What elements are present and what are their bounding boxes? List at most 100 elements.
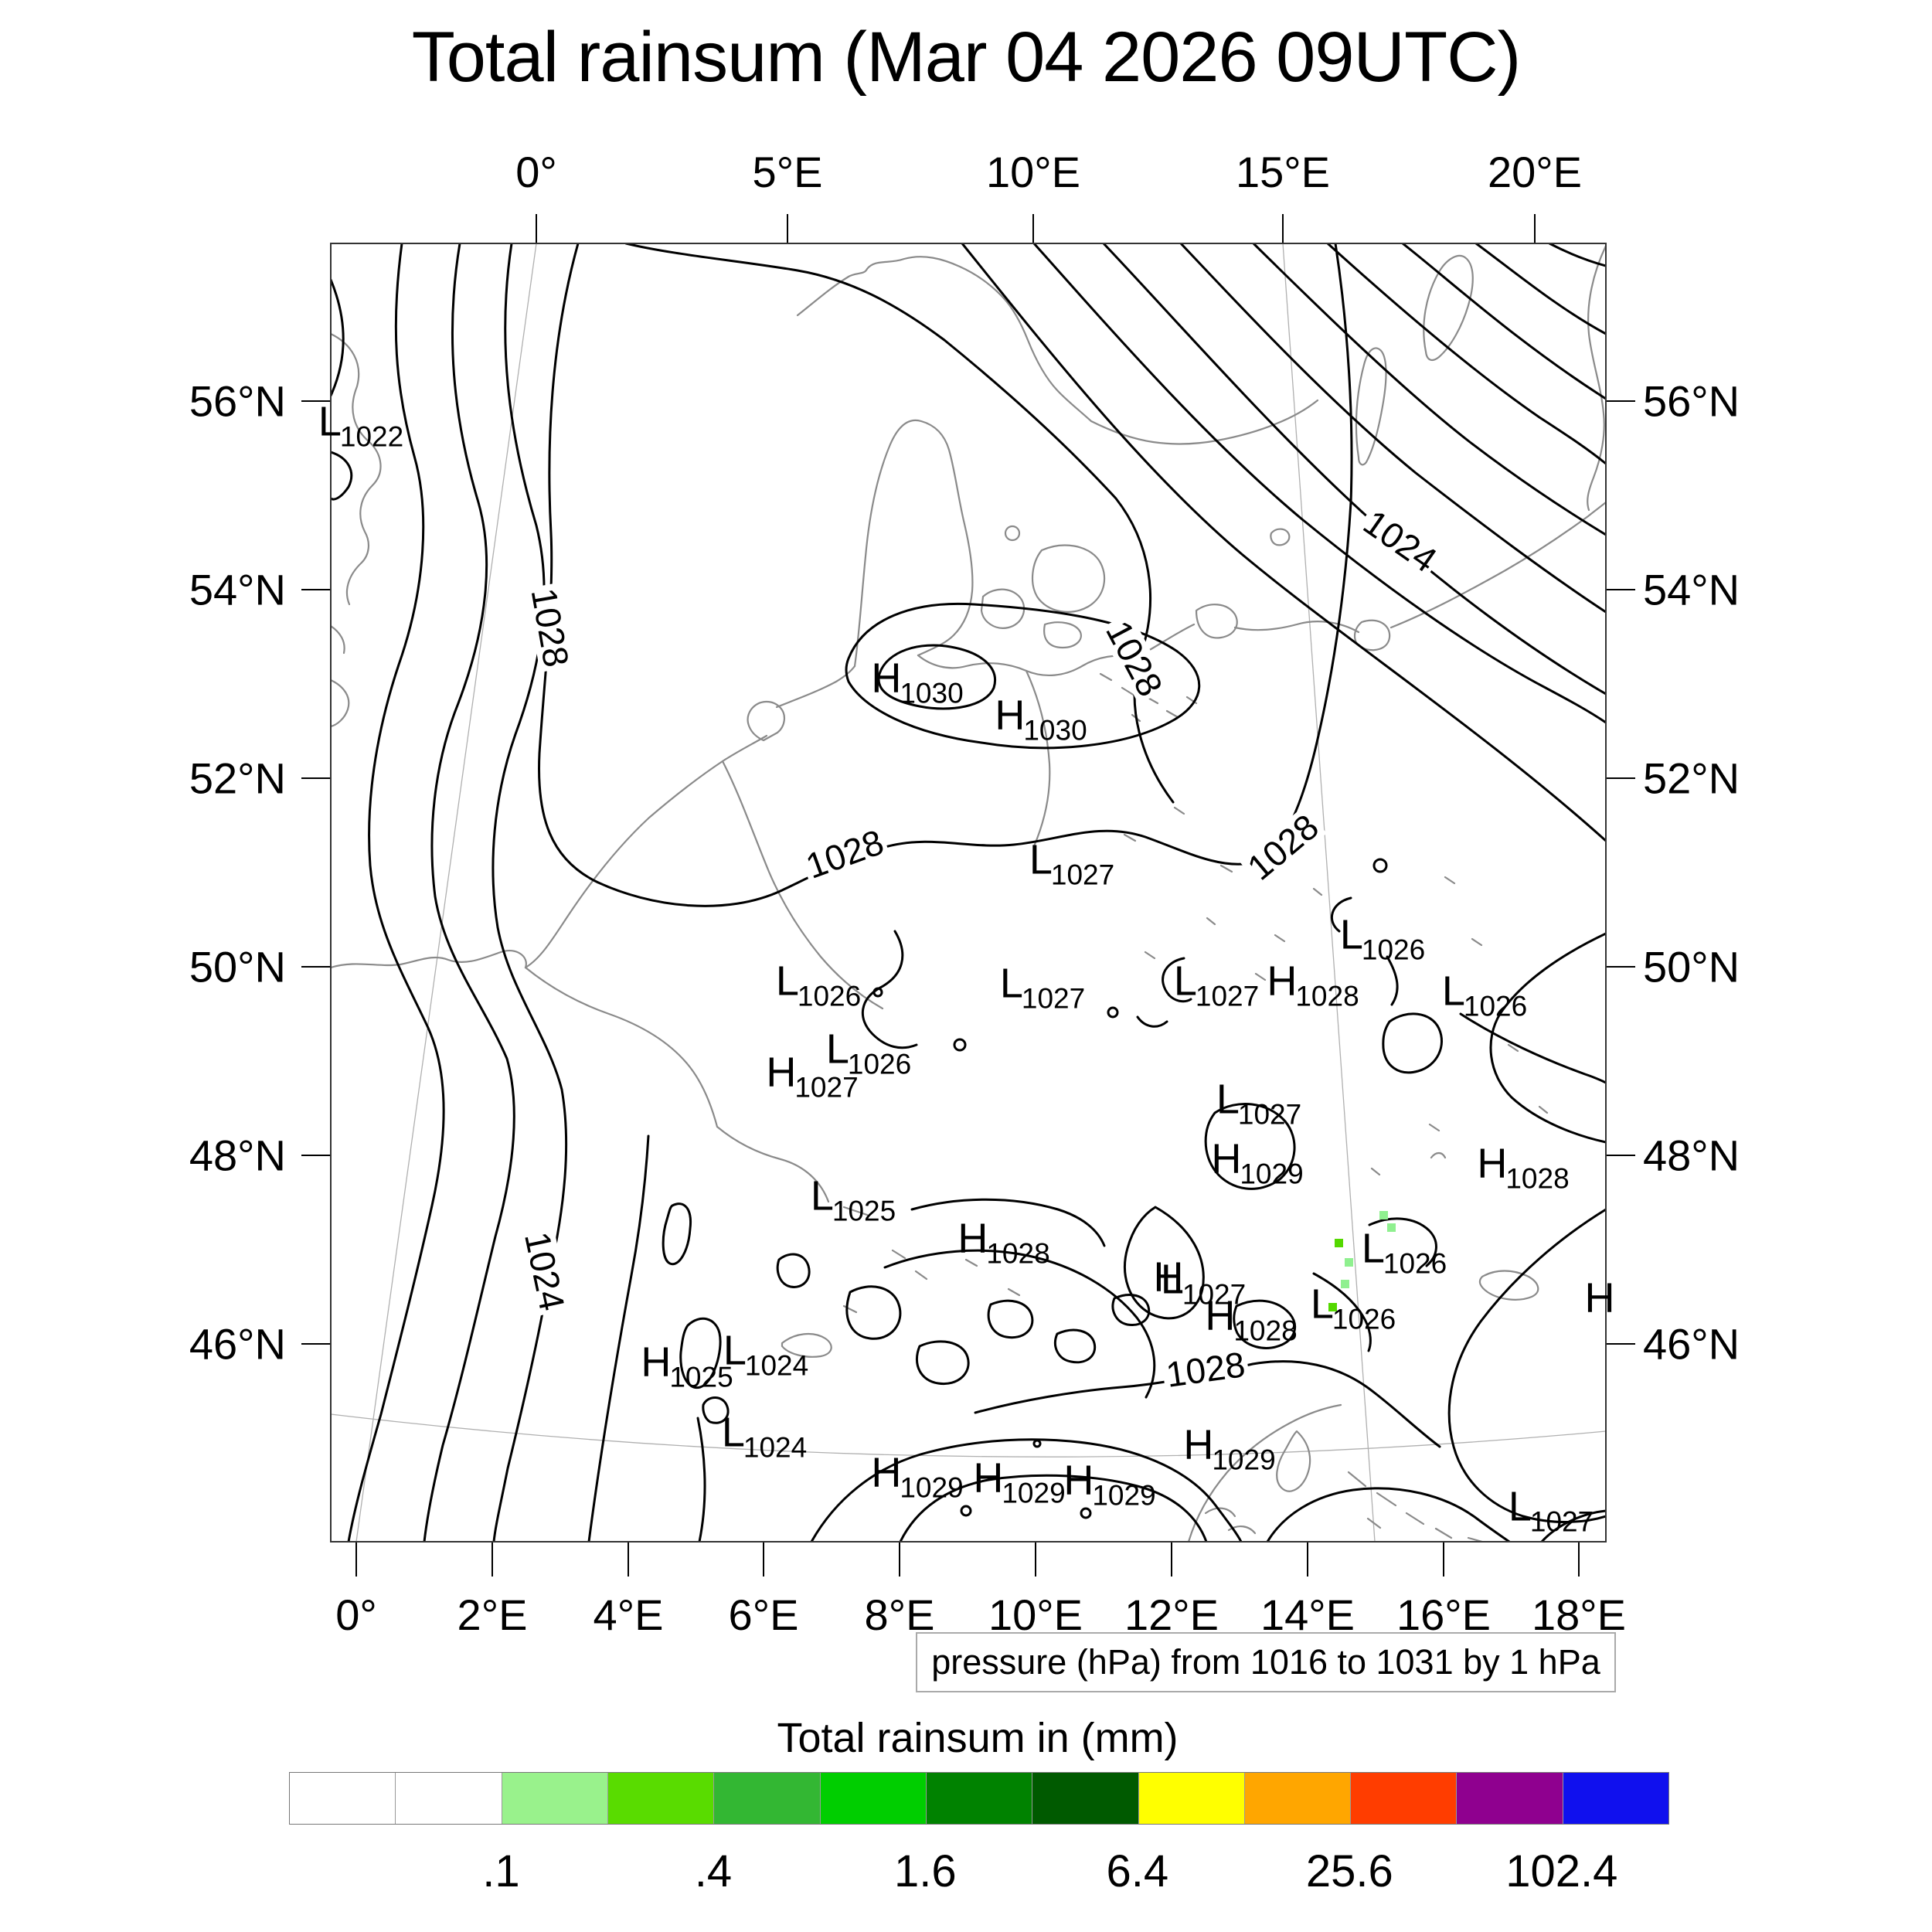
pressure-center-l: L1025 bbox=[811, 1175, 897, 1225]
coastline-layer bbox=[331, 244, 1606, 1542]
pressure-center-l: L1027 bbox=[1508, 1483, 1595, 1536]
colorbar-cell bbox=[1138, 1773, 1245, 1824]
pressure-center-l: L1027 bbox=[1000, 962, 1087, 1012]
pressure-center-h: H1029 bbox=[973, 1457, 1066, 1507]
pressure-center-letter: L bbox=[1160, 1256, 1184, 1303]
colorbar bbox=[289, 1772, 1669, 1825]
pressure-center-l: L1027 bbox=[1173, 957, 1260, 1010]
pressure-center-letter: H bbox=[1477, 1140, 1508, 1187]
pressure-center-value: 1029 bbox=[1240, 1158, 1304, 1190]
pressure-center-letter: L bbox=[1029, 836, 1053, 883]
colorbar-tick-label: .1 bbox=[482, 1846, 520, 1896]
pressure-caption-text: pressure (hPa) from 1016 to 1031 by 1 hP… bbox=[931, 1642, 1600, 1682]
pressure-center-letter: H bbox=[871, 1449, 902, 1496]
pressure-center-letter: L bbox=[1216, 1076, 1240, 1123]
pressure-center-value: 1026 bbox=[797, 980, 862, 1012]
page-title: Total rainsum (Mar 04 2026 09UTC) bbox=[411, 18, 1521, 97]
axis-ticks bbox=[301, 214, 1635, 1577]
axis-label-bottom: 16°E bbox=[1396, 1590, 1492, 1639]
pressure-center-h: H1025 bbox=[641, 1341, 734, 1391]
rain-patch bbox=[1387, 1223, 1396, 1232]
pressure-center-value: 1025 bbox=[669, 1361, 733, 1393]
pressure-center-value: 1027 bbox=[1529, 1505, 1594, 1538]
pressure-center-letter: L bbox=[1441, 968, 1465, 1015]
pressure-center-value: 1024 bbox=[744, 1349, 809, 1382]
pressure-center-l: L1026 bbox=[826, 1028, 913, 1078]
pressure-center-letter: H bbox=[1211, 1135, 1242, 1182]
colorbar-cell bbox=[607, 1773, 715, 1824]
pressure-center-letter: H bbox=[995, 692, 1026, 739]
pressure-center-value: 1025 bbox=[832, 1195, 896, 1227]
pressure-center-l: L1022 bbox=[318, 398, 405, 451]
pressure-center-h: H1029 bbox=[1211, 1135, 1304, 1188]
graticule-lines bbox=[331, 243, 1606, 1542]
colorbar-cell bbox=[1563, 1773, 1669, 1824]
colorbar-cell bbox=[290, 1773, 396, 1824]
pressure-center-l: L1026 bbox=[1311, 1283, 1397, 1333]
axis-label-right: 56°N bbox=[1643, 376, 1740, 426]
pressure-center-letter: H bbox=[1205, 1292, 1236, 1339]
axis-label-bottom: 6°E bbox=[728, 1590, 799, 1639]
axis-label-left: 50°N bbox=[189, 942, 286, 992]
rain-patch bbox=[1345, 1258, 1353, 1267]
pressure-center-l: L1027 bbox=[1216, 1076, 1303, 1128]
pressure-center-value: 1029 bbox=[1002, 1477, 1066, 1509]
colorbar-tick-label: 6.4 bbox=[1106, 1846, 1169, 1896]
pressure-center-h: H1027 bbox=[766, 1051, 859, 1101]
pressure-center-value: 1030 bbox=[1023, 714, 1087, 747]
pressure-center-l: L1026 bbox=[776, 960, 862, 1010]
rain-patch bbox=[1341, 1280, 1349, 1288]
colorbar-tick-label: .4 bbox=[694, 1846, 733, 1896]
colorbar-cell bbox=[396, 1773, 502, 1824]
axis-label-bottom: 14°E bbox=[1260, 1590, 1355, 1639]
pressure-center-value: 1030 bbox=[900, 677, 964, 709]
axis-label-top: 5°E bbox=[752, 148, 823, 196]
axis-label-left: 46°N bbox=[189, 1319, 286, 1369]
pressure-center-l: L1027 bbox=[1029, 836, 1116, 889]
pressure-center-letter: L bbox=[721, 1409, 745, 1456]
pressure-center-letter: L bbox=[1173, 957, 1197, 1005]
colorbar-tick-label: 1.6 bbox=[894, 1846, 957, 1896]
pressure-center-h: H bbox=[1154, 1256, 1184, 1298]
pressure-center-value: 1027 bbox=[1021, 982, 1086, 1015]
pressure-center-letter: L bbox=[1508, 1483, 1532, 1530]
pressure-center-value: 1027 bbox=[1195, 980, 1260, 1012]
colorbar-tick-label: 102.4 bbox=[1505, 1846, 1618, 1896]
axis-label-top: 20°E bbox=[1487, 148, 1583, 196]
axis-label-top: 10°E bbox=[985, 148, 1081, 196]
rain-patch bbox=[1328, 1303, 1337, 1311]
pressure-center-value: 1029 bbox=[900, 1471, 964, 1504]
pressure-center-letter: H bbox=[1267, 957, 1298, 1005]
pressure-center-value: 1029 bbox=[1212, 1444, 1276, 1476]
pressure-center-value: 1029 bbox=[1092, 1479, 1156, 1512]
pressure-center-letter: L bbox=[1339, 911, 1363, 958]
pressure-center-value: 1027 bbox=[794, 1071, 859, 1104]
rain-patch bbox=[1335, 1239, 1343, 1247]
pressure-center-h: H1030 bbox=[995, 692, 1088, 744]
axis-label-left: 54°N bbox=[189, 565, 286, 614]
colorbar-cell bbox=[502, 1773, 608, 1824]
colorbar-cell bbox=[820, 1773, 927, 1824]
pressure-center-l: L1026 bbox=[1361, 1225, 1448, 1277]
pressure-center-value: 1026 bbox=[1383, 1247, 1447, 1280]
axis-label-top: 15°E bbox=[1235, 148, 1331, 196]
pressure-center-h: H1030 bbox=[871, 655, 964, 707]
pressure-center-h: H1028 bbox=[957, 1215, 1051, 1267]
axis-label-top: 0° bbox=[515, 148, 557, 196]
pressure-center-letter: L bbox=[318, 398, 342, 445]
pressure-center-letter: L bbox=[1361, 1225, 1385, 1272]
axis-label-bottom: 12°E bbox=[1124, 1590, 1219, 1639]
axis-label-right: 46°N bbox=[1643, 1319, 1740, 1369]
map-frame bbox=[330, 243, 1607, 1543]
pressure-center-value: 1027 bbox=[1182, 1278, 1247, 1311]
pressure-center-value: 1028 bbox=[1233, 1315, 1298, 1347]
pressure-center-value: 1026 bbox=[1361, 934, 1426, 966]
pressure-center-l: L1026 bbox=[1441, 968, 1529, 1020]
pressure-center-value: 1024 bbox=[743, 1431, 808, 1464]
colorbar-tick-label: 25.6 bbox=[1305, 1846, 1393, 1896]
axis-label-left: 48°N bbox=[189, 1131, 286, 1180]
pressure-center-l: L1026 bbox=[1339, 911, 1427, 964]
pressure-center-letter: H bbox=[957, 1215, 988, 1262]
pressure-center-letter: H bbox=[871, 655, 902, 702]
axis-label-bottom: 10°E bbox=[988, 1590, 1083, 1639]
